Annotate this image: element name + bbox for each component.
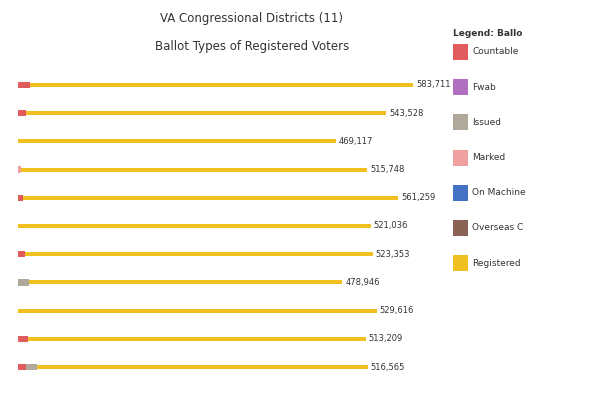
Bar [18, 251, 25, 257]
Text: Issued: Issued [472, 118, 501, 127]
Text: Registered: Registered [472, 259, 521, 268]
Bar [18, 365, 368, 369]
Bar [18, 111, 386, 115]
Text: 515,748: 515,748 [370, 165, 404, 174]
Bar [18, 110, 26, 116]
Bar [18, 168, 367, 172]
Bar [18, 224, 371, 228]
Text: VA Congressional Districts (11): VA Congressional Districts (11) [161, 12, 343, 25]
Bar [18, 195, 23, 201]
Bar [18, 337, 365, 341]
Text: Countable: Countable [472, 48, 518, 56]
Text: Legend: Ballo: Legend: Ballo [453, 29, 523, 38]
Text: 513,209: 513,209 [368, 334, 403, 343]
Text: 521,036: 521,036 [374, 222, 408, 230]
Text: Overseas C: Overseas C [472, 224, 523, 232]
Text: 469,117: 469,117 [338, 137, 373, 146]
Text: On Machine: On Machine [472, 188, 526, 197]
Bar [18, 196, 398, 200]
Text: 478,946: 478,946 [345, 278, 380, 287]
Text: 516,565: 516,565 [371, 362, 405, 372]
Text: Ballot Types of Registered Voters: Ballot Types of Registered Voters [155, 40, 349, 53]
Bar [18, 279, 29, 286]
Bar [18, 139, 336, 143]
Text: 583,711: 583,711 [416, 80, 451, 90]
Bar [18, 364, 26, 370]
Bar [18, 83, 413, 87]
Bar [18, 336, 28, 342]
Text: 543,528: 543,528 [389, 109, 423, 118]
Bar [18, 82, 30, 88]
Bar [26, 364, 37, 370]
Text: 523,353: 523,353 [375, 250, 410, 259]
Bar [18, 252, 373, 256]
Bar [18, 166, 22, 173]
Text: Fwab: Fwab [472, 83, 496, 92]
Bar [18, 309, 377, 313]
Text: 561,259: 561,259 [401, 193, 435, 202]
Bar [18, 280, 343, 284]
Text: 529,616: 529,616 [379, 306, 414, 315]
Text: Marked: Marked [472, 153, 505, 162]
